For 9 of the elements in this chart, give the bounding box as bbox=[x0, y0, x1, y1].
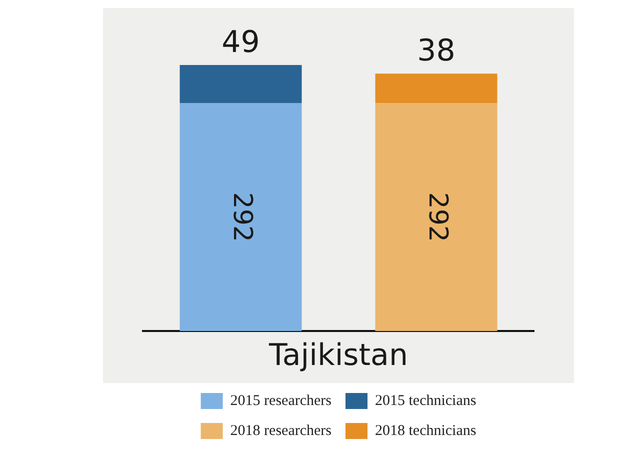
data-label: 292 bbox=[422, 192, 452, 242]
data-label: 292 bbox=[227, 192, 257, 242]
legend-label: 2018 researchers bbox=[230, 422, 332, 439]
legend-label: 2015 technicians bbox=[374, 392, 476, 409]
x-axis-title: Tajikistan bbox=[268, 338, 408, 373]
data-label: 49 bbox=[222, 24, 260, 60]
legend-label: 2015 researchers bbox=[230, 392, 332, 409]
legend-label: 2018 technicians bbox=[374, 422, 476, 439]
data-label: 38 bbox=[417, 33, 456, 68]
